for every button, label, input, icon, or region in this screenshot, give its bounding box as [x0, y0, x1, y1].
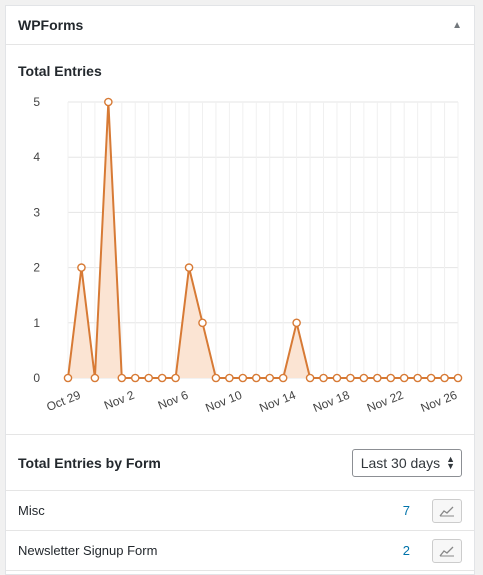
data-point	[184, 263, 194, 272]
data-point	[305, 373, 315, 383]
data-point	[251, 373, 261, 383]
x-tick-label: Nov 2	[102, 388, 137, 413]
data-point	[104, 97, 113, 107]
data-point	[90, 373, 100, 383]
collapse-toggle-icon[interactable]: ▲	[452, 19, 462, 31]
timespan-selected-value: Last 30 days	[360, 454, 441, 471]
data-point	[238, 373, 248, 383]
data-point	[413, 373, 422, 383]
data-point	[319, 373, 328, 383]
form-chart-button[interactable]	[432, 498, 462, 523]
y-tick-label: 3	[33, 205, 40, 219]
entries-by-form-title: Total Entries by Form	[18, 454, 161, 471]
data-point	[225, 373, 234, 383]
form-entry-count-link[interactable]: 2	[402, 543, 410, 558]
y-tick-label: 4	[33, 150, 40, 164]
timespan-select[interactable]: Last 30 days ▲ ▼	[351, 448, 462, 477]
data-point	[117, 373, 127, 383]
x-tick-label: Nov 6	[156, 388, 191, 413]
widget-header: WPForms ▲	[6, 6, 474, 45]
data-point	[130, 373, 140, 383]
data-point	[144, 373, 153, 383]
data-point	[440, 373, 449, 383]
wpforms-widget: WPForms ▲ Total Entries 0 1 2 3 4 5 Oct 29 Nov …	[5, 5, 475, 575]
data-point	[453, 373, 463, 383]
x-tick-label: Nov 14	[257, 388, 298, 415]
form-row: Misc 7	[6, 491, 474, 531]
form-entry-count-link[interactable]: 7	[402, 503, 410, 518]
y-tick-label: 5	[33, 95, 40, 109]
x-tick-label: Nov 22	[365, 388, 406, 415]
data-point	[373, 373, 382, 383]
data-point	[346, 373, 355, 383]
x-tick-label: Nov 18	[311, 388, 352, 415]
data-point	[77, 263, 86, 272]
widget-title: WPForms	[18, 17, 84, 33]
data-point	[292, 318, 301, 328]
select-arrows-icon: ▲ ▼	[446, 453, 455, 471]
chart-line-icon	[439, 546, 454, 556]
x-tick-label: Nov 26	[419, 388, 460, 415]
data-point	[359, 373, 369, 383]
series-area	[68, 102, 458, 378]
form-name: Misc	[18, 503, 45, 518]
y-tick-label: 1	[33, 316, 40, 330]
x-tick-label: Nov 10	[203, 388, 244, 415]
data-point	[171, 373, 180, 383]
y-tick-label: 0	[33, 371, 40, 385]
data-point	[211, 373, 221, 383]
data-point	[198, 318, 207, 328]
entries-by-form-header: Total Entries by Form Last 30 days ▲ ▼	[6, 435, 474, 491]
entries-chart: 0 1 2 3 4 5 Oct 29 Nov 2 Nov 6 Nov 10 Nov 14 Nov 18…	[6, 91, 476, 426]
chart-title: Total Entries	[18, 63, 102, 79]
chart-line-icon	[439, 506, 454, 516]
form-name: Newsletter Signup Form	[18, 543, 158, 558]
data-point	[63, 373, 73, 383]
form-chart-button[interactable]	[432, 538, 462, 563]
y-tick-label: 2	[33, 261, 40, 275]
data-point	[426, 373, 436, 383]
data-point	[386, 373, 396, 383]
series-line	[67, 101, 458, 379]
data-point	[278, 373, 288, 383]
data-point	[157, 373, 167, 383]
form-row: Newsletter Signup Form 2	[6, 531, 474, 571]
data-point	[332, 373, 342, 383]
data-point	[265, 373, 275, 383]
entries-by-form-section: Total Entries by Form Last 30 days ▲ ▼ Mi…	[6, 434, 474, 571]
x-tick-label: Oct 29	[45, 388, 83, 414]
data-point	[399, 373, 409, 383]
